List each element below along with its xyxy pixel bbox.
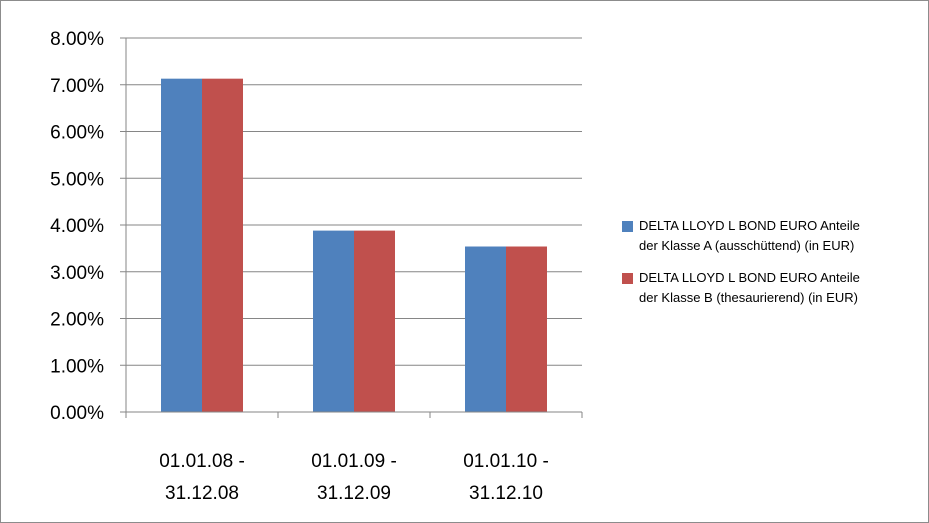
y-tick-label: 3.00%: [50, 263, 104, 284]
y-tick-label: 6.00%: [50, 123, 104, 144]
bar-series-2-1: [202, 78, 243, 413]
x-category-label: 01.01.10 -: [463, 451, 549, 472]
y-tick-label: 7.00%: [50, 76, 104, 97]
y-tick-label: 4.00%: [50, 216, 104, 237]
x-category-label: 31.12.10: [469, 483, 543, 504]
bars: [161, 78, 547, 413]
x-category-label: 01.01.09 -: [311, 451, 397, 472]
legend: DELTA LLOYD L BOND EURO Anteile der Klas…: [622, 218, 922, 322]
y-tick-label: 1.00%: [50, 356, 104, 377]
y-tick-labels: 0.00% 1.00% 2.00% 3.00% 4.00% 5.00% 6.00% 7.00%…: [50, 29, 104, 424]
legend-swatch-class-b: [622, 273, 633, 284]
legend-label-class-b: DELTA LLOYD L BOND EURO Anteile der Klas…: [639, 268, 860, 308]
legend-label-class-a-line-2: der Klasse A (ausschüttend) (in EUR): [639, 238, 855, 253]
bar-series-1-1: [161, 78, 202, 413]
legend-label-class-b-line-2: der Klasse B (thesaurierend) (in EUR): [639, 290, 858, 305]
x-category-label: 01.01.08 -: [159, 451, 245, 472]
x-category-label: 31.12.08: [165, 483, 239, 504]
legend-item-class-a: DELTA LLOYD L BOND EURO Anteile der Klas…: [622, 218, 922, 256]
x-category-labels: 01.01.08 - 31.12.08 01.01.09 - 31.12.09 01.0…: [159, 451, 549, 504]
y-tick-label: 0.00%: [50, 403, 104, 424]
y-tick-label: 8.00%: [50, 29, 104, 50]
legend-label-class-a: DELTA LLOYD L BOND EURO Anteile der Klas…: [639, 216, 860, 256]
bar-series-2-3: [506, 246, 547, 412]
y-tick-label: 5.00%: [50, 169, 104, 190]
y-tick-label: 2.00%: [50, 310, 104, 331]
legend-item-class-b: DELTA LLOYD L BOND EURO Anteile der Klas…: [622, 270, 922, 308]
bar-series-2-2: [354, 230, 395, 412]
bar-series-1-3: [465, 246, 506, 412]
legend-swatch-class-a: [622, 221, 633, 232]
bar-series-1-2: [313, 230, 354, 412]
axes: [120, 37, 583, 418]
legend-label-class-a-line-1: DELTA LLOYD L BOND EURO Anteile: [639, 218, 860, 233]
legend-label-class-b-line-1: DELTA LLOYD L BOND EURO Anteile: [639, 270, 860, 285]
x-category-label: 31.12.09: [317, 483, 391, 504]
